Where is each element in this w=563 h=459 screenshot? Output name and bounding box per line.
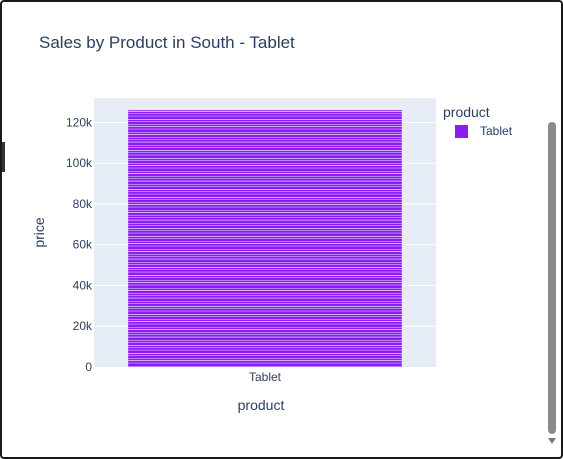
- x-tick-labels: Tablet: [249, 370, 282, 384]
- legend-title: product: [443, 104, 490, 120]
- x-axis-label: product: [238, 397, 285, 413]
- window-edge-marker: [2, 142, 5, 172]
- y-tick-labels: 0 20k 40k 60k 80k 100k 120k: [66, 115, 93, 374]
- y-tick-label: 100k: [66, 156, 93, 170]
- y-tick-label: 40k: [73, 278, 93, 292]
- legend-swatch: [455, 124, 468, 138]
- scroll-down-arrow-icon[interactable]: [548, 438, 556, 444]
- y-tick-label: 120k: [66, 115, 93, 129]
- legend-label: Tablet: [480, 124, 513, 138]
- scrollbar-thumb[interactable]: [548, 122, 556, 434]
- legend-item-tablet[interactable]: Tablet: [455, 124, 512, 138]
- chart-title: Sales by Product in South - Tablet: [39, 33, 295, 52]
- x-tick-label: Tablet: [249, 370, 282, 384]
- y-tick-label: 0: [85, 360, 92, 374]
- y-tick-label: 20k: [73, 319, 93, 333]
- y-tick-label: 60k: [73, 238, 93, 252]
- y-tick-label: 80k: [73, 197, 93, 211]
- vertical-scrollbar[interactable]: [547, 112, 557, 452]
- bars-group[interactable]: [128, 110, 402, 368]
- y-axis-label: price: [31, 217, 47, 248]
